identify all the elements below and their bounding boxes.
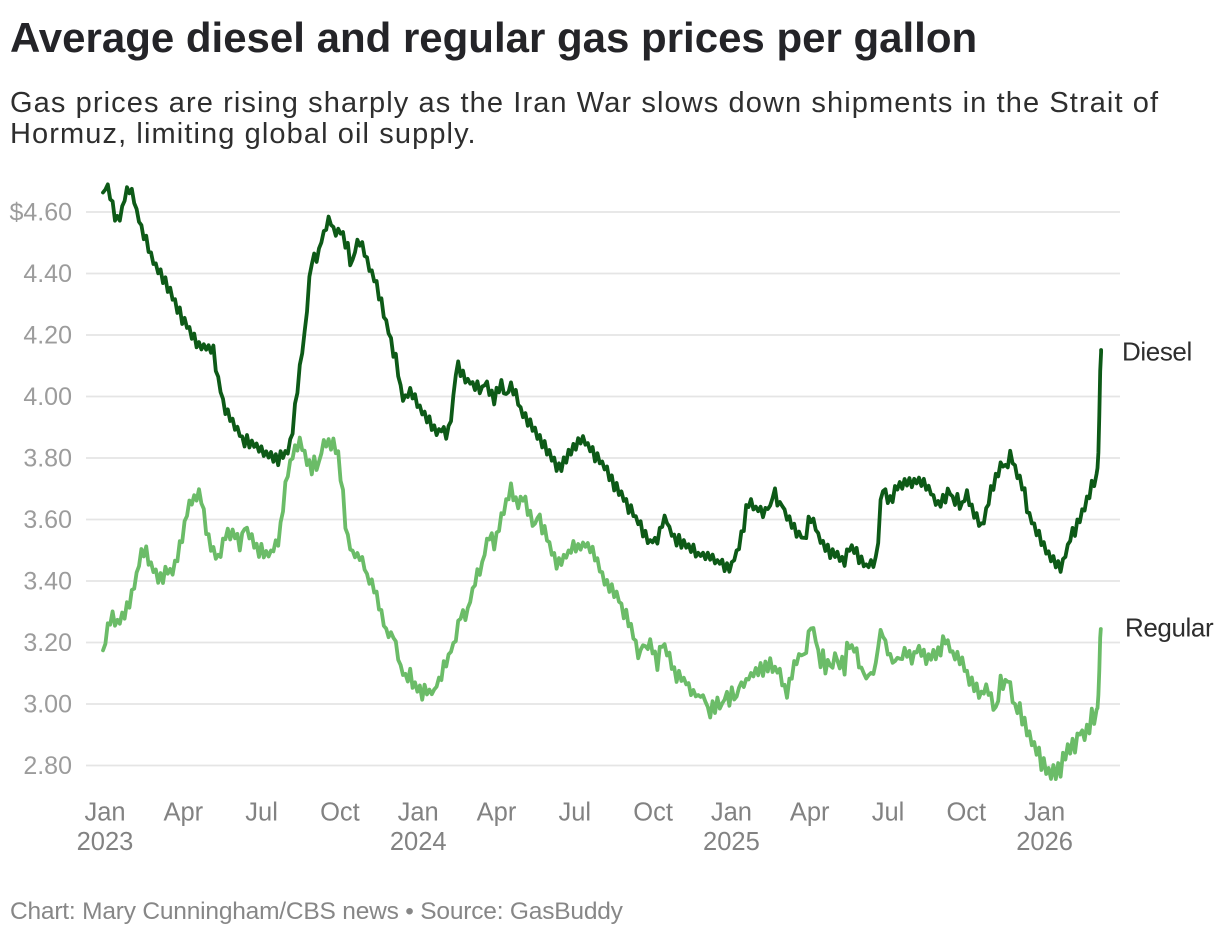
svg-text:Chart: Mary Cunningham/CBS new: Chart: Mary Cunningham/CBS news • Source… [10, 898, 624, 925]
svg-text:Apr: Apr [477, 799, 517, 827]
svg-text:Jan: Jan [398, 799, 439, 827]
svg-text:$4.60: $4.60 [9, 199, 72, 227]
svg-text:2.80: 2.80 [23, 752, 72, 780]
svg-text:Jul: Jul [245, 799, 278, 827]
svg-text:Apr: Apr [790, 799, 830, 827]
svg-text:Jan: Jan [711, 799, 752, 827]
svg-text:3.60: 3.60 [23, 506, 72, 534]
svg-text:3.00: 3.00 [23, 691, 72, 719]
svg-text:Jul: Jul [872, 799, 905, 827]
svg-text:Jan: Jan [1024, 799, 1065, 827]
svg-text:2025: 2025 [703, 828, 760, 856]
svg-text:Oct: Oct [633, 799, 673, 827]
svg-text:4.40: 4.40 [23, 260, 72, 288]
svg-text:3.80: 3.80 [23, 445, 72, 473]
svg-text:Diesel: Diesel [1122, 337, 1192, 367]
svg-text:4.20: 4.20 [23, 322, 72, 350]
svg-text:Oct: Oct [946, 799, 986, 827]
svg-text:2026: 2026 [1016, 828, 1073, 856]
svg-text:2023: 2023 [77, 828, 134, 856]
svg-text:Apr: Apr [163, 799, 203, 827]
svg-text:Jan: Jan [84, 799, 125, 827]
svg-text:Regular: Regular [1125, 613, 1214, 643]
svg-text:Jul: Jul [558, 799, 591, 827]
svg-text:3.20: 3.20 [23, 629, 72, 657]
svg-text:Oct: Oct [320, 799, 360, 827]
svg-text:4.00: 4.00 [23, 383, 72, 411]
svg-text:2024: 2024 [390, 828, 447, 856]
svg-text:3.40: 3.40 [23, 568, 72, 596]
